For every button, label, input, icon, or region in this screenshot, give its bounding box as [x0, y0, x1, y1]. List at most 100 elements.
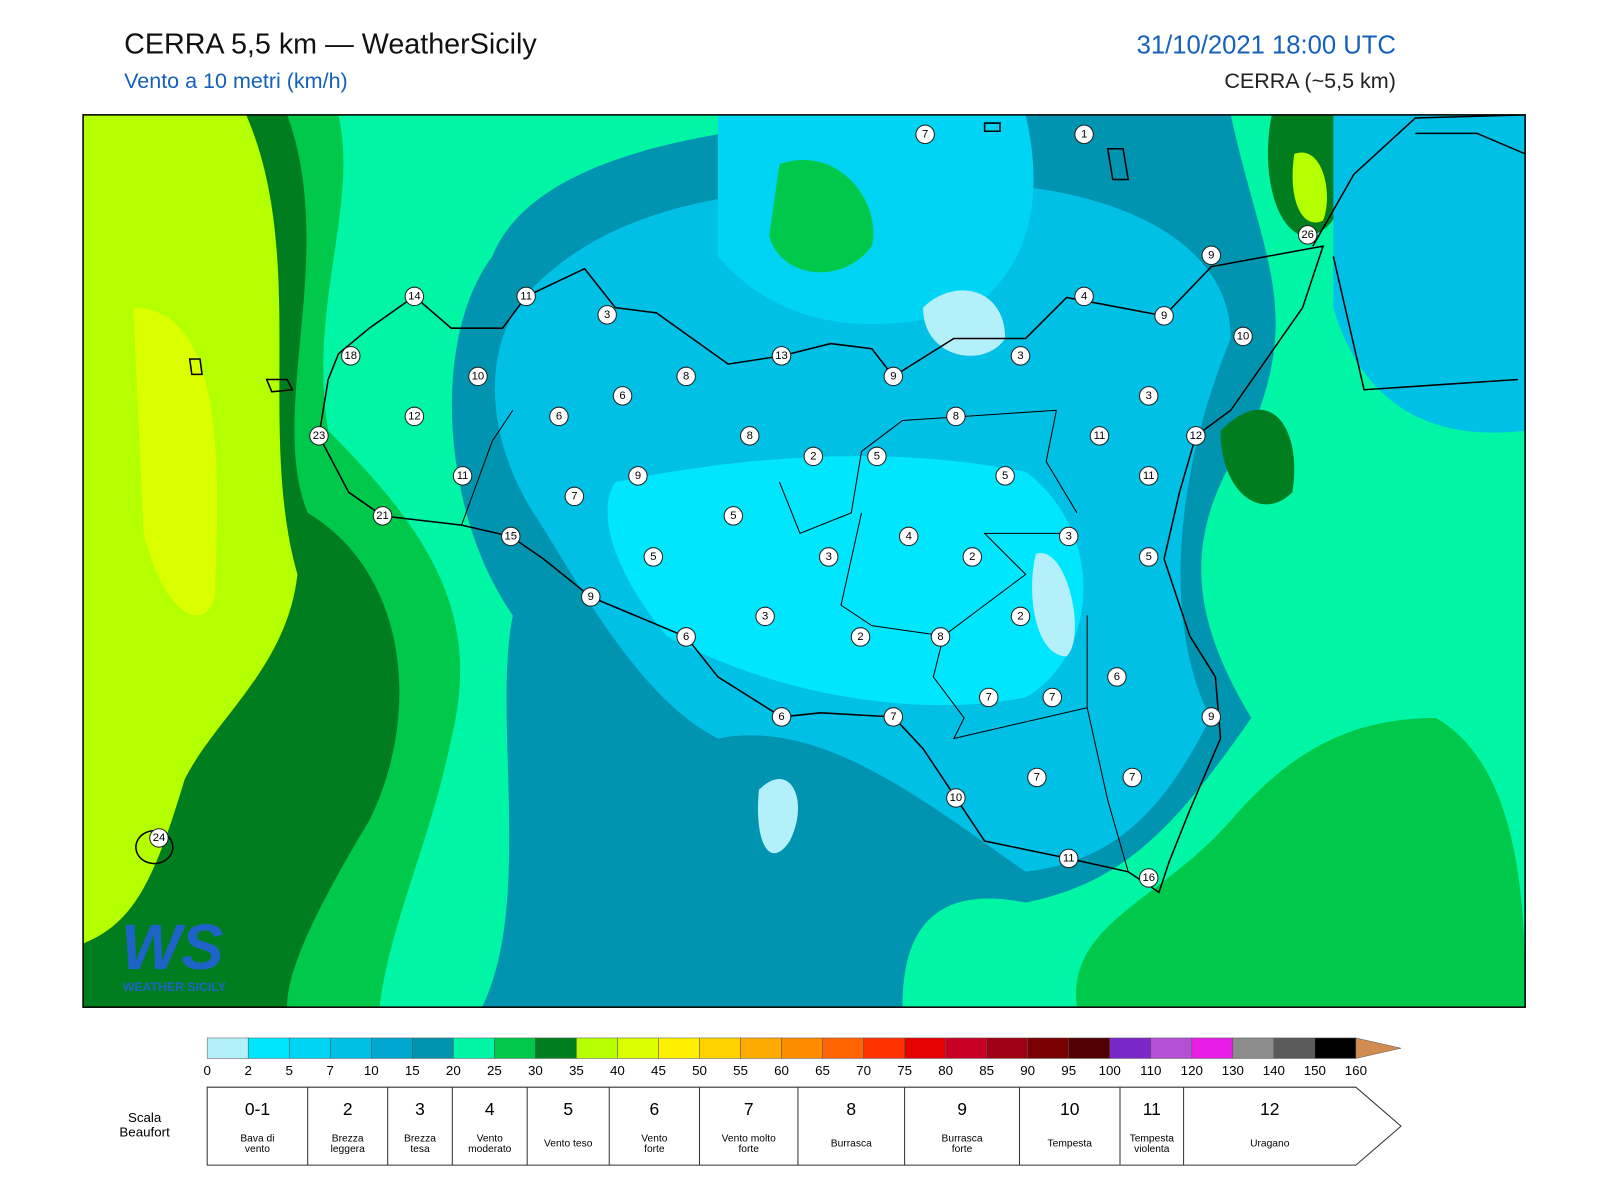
- station-value: 6: [778, 711, 784, 723]
- station-value: 18: [345, 350, 358, 362]
- colorbar-band: [1232, 1037, 1275, 1059]
- station-marker: [1042, 687, 1063, 708]
- station-marker: [962, 547, 983, 567]
- station-marker: [883, 707, 904, 727]
- station-marker: [1058, 848, 1079, 869]
- station-value: 10: [472, 370, 485, 382]
- colorbar-tick-label: 120: [1181, 1063, 1203, 1078]
- station-marker: [1122, 767, 1143, 788]
- station-marker: [1027, 767, 1047, 788]
- beaufort-desc: Vento molto: [722, 1134, 776, 1145]
- station-marker: [597, 305, 617, 325]
- station-value: 10: [1237, 330, 1250, 342]
- station-value: 8: [683, 370, 689, 382]
- station-value: 5: [1146, 551, 1152, 563]
- station-marker: [1010, 346, 1031, 366]
- station-value: 4: [1081, 290, 1087, 302]
- station-value: 3: [1066, 530, 1072, 542]
- colorbar-band: [288, 1037, 331, 1059]
- station-value: 7: [1129, 771, 1135, 783]
- beaufort-desc: forte: [952, 1144, 973, 1155]
- beaufort-desc: Brezza: [404, 1134, 436, 1145]
- colorbar-tick-label: 75: [897, 1063, 912, 1078]
- beaufort-desc: Bava di: [240, 1134, 274, 1145]
- station-marker: [676, 366, 696, 387]
- station-value: 24: [153, 832, 166, 844]
- station-value: 16: [1142, 872, 1155, 884]
- colorbar-extension: [1355, 1037, 1402, 1059]
- colorbar-tick-label: 70: [856, 1063, 871, 1078]
- beaufort-label: Beaufort: [119, 1124, 170, 1139]
- station-value: 2: [1017, 610, 1023, 622]
- beaufort-outline: [206, 1086, 1402, 1166]
- station-marker: [1233, 326, 1253, 347]
- station-marker: [850, 627, 871, 647]
- station-marker: [1074, 286, 1094, 307]
- station-value: 6: [619, 390, 625, 402]
- station-marker: [1297, 225, 1318, 245]
- station-value: 10: [950, 792, 963, 804]
- station-value: 6: [683, 631, 689, 643]
- station-marker: [628, 466, 648, 486]
- beaufort-force: 10: [1060, 1099, 1080, 1119]
- station-marker: [404, 406, 425, 427]
- station-value: 7: [1034, 771, 1040, 783]
- colorbar-tick-label: 25: [487, 1063, 502, 1078]
- colorbar-band: [371, 1037, 413, 1059]
- station-value: 26: [1301, 229, 1314, 241]
- colorbar-tick-label: 7: [327, 1063, 334, 1078]
- station-value: 7: [922, 128, 928, 140]
- station-marker: [771, 346, 792, 366]
- colorbar: 0 2 5 7 10 15 20 25 30 35 40 45 50 55 60 65 70 75 80 85 90 95…: [203, 1037, 1402, 1078]
- station-marker: [372, 506, 393, 526]
- colorbar-band: [617, 1037, 659, 1059]
- station-marker: [898, 526, 919, 547]
- station-value: 2: [857, 631, 863, 643]
- station-marker: [883, 366, 904, 387]
- station-marker: [995, 466, 1015, 486]
- station-value: 9: [588, 591, 594, 603]
- colorbar-band: [658, 1037, 700, 1059]
- station-marker: [946, 406, 966, 427]
- station-marker: [564, 486, 585, 507]
- colorbar-band: [535, 1037, 577, 1059]
- station-value: 23: [313, 430, 326, 442]
- beaufort-force: 5: [563, 1099, 573, 1119]
- beaufort-desc: Burrasca: [831, 1139, 872, 1150]
- colorbar-band: [699, 1037, 741, 1059]
- colorbar-tick-label: 5: [286, 1063, 293, 1078]
- station-value: 5: [1002, 470, 1008, 482]
- beaufort-desc: Tempesta: [1048, 1139, 1093, 1150]
- colorbar-tick-label: 20: [446, 1063, 461, 1078]
- beaufort-force: 0-1: [245, 1099, 270, 1119]
- beaufort-force: 8: [846, 1099, 856, 1119]
- station-marker: [581, 587, 601, 607]
- station-value: 7: [1049, 691, 1055, 703]
- station-marker: [404, 286, 425, 307]
- station-marker: [501, 526, 521, 547]
- station-marker: [1107, 667, 1127, 687]
- colorbar-band: [863, 1037, 905, 1059]
- station-marker: [1010, 606, 1031, 627]
- beaufort-force: 4: [485, 1099, 495, 1119]
- colorbar-band: [1273, 1037, 1316, 1059]
- colorbar-tick-label: 50: [692, 1063, 707, 1078]
- colorbar-tick-label: 130: [1222, 1063, 1244, 1078]
- colorbar-band: [576, 1037, 618, 1059]
- map-frame: [82, 114, 1526, 1008]
- station-value: 3: [826, 551, 832, 563]
- beaufort-desc: tesa: [410, 1144, 430, 1155]
- station-marker: [930, 627, 951, 647]
- colorbar-tick-label: 110: [1140, 1063, 1161, 1078]
- station-value: 11: [1143, 470, 1155, 482]
- colorbar-tick-label: 40: [610, 1063, 625, 1078]
- station-marker: [1154, 306, 1174, 326]
- station-value: 21: [376, 510, 389, 522]
- station-value: 5: [650, 551, 656, 563]
- beaufort-desc: vento: [245, 1144, 270, 1155]
- beaufort-desc: Vento teso: [544, 1139, 593, 1150]
- station-value: 12: [1190, 430, 1203, 442]
- station-value: 7: [890, 711, 896, 723]
- station-value: 8: [953, 410, 959, 422]
